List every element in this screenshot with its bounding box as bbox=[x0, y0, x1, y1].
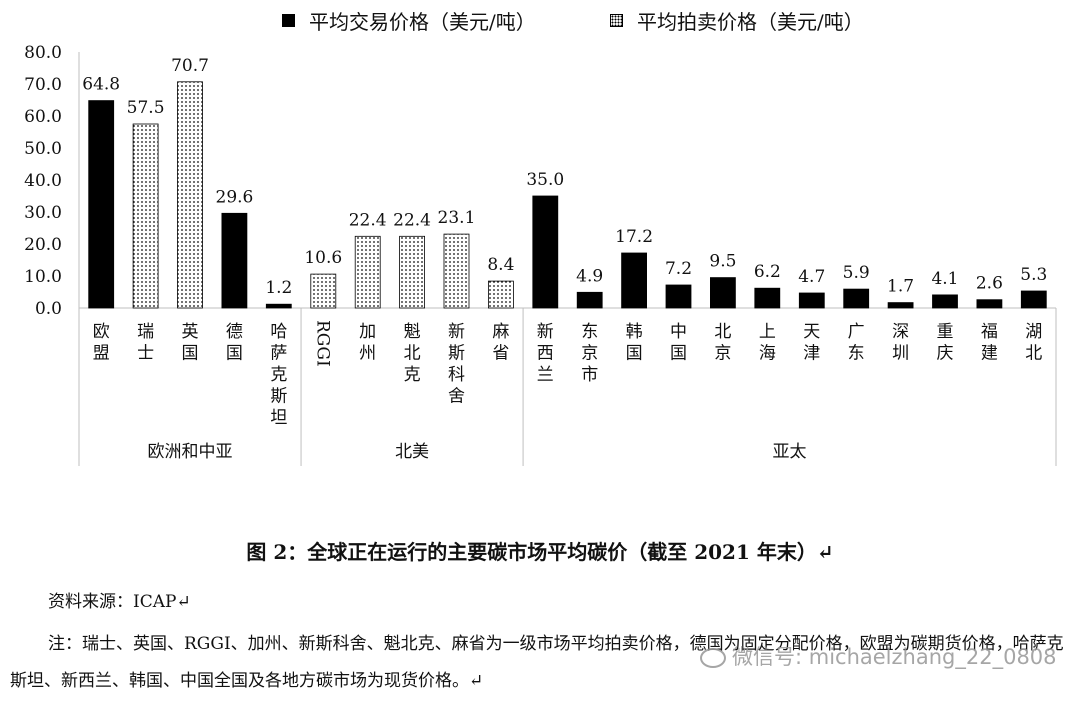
legend-item-trade: 平均交易价格（美元/吨） bbox=[282, 6, 536, 35]
bar-深圳 bbox=[887, 302, 914, 309]
x-group-label: 北美 bbox=[395, 442, 429, 462]
data-label: 2.6 bbox=[976, 274, 1003, 294]
wechat-watermark: 微信号: michaelzhang_22_0808 bbox=[700, 641, 1057, 671]
data-label: 23.1 bbox=[438, 208, 476, 228]
bar-麻省 bbox=[487, 280, 514, 309]
x-category-label: 魁北克 bbox=[404, 322, 421, 385]
data-label: 35.0 bbox=[526, 170, 564, 190]
x-category-label: 广东 bbox=[848, 322, 865, 364]
data-label: 22.4 bbox=[349, 210, 387, 230]
legend-label-auction: 平均拍卖价格（美元/吨） bbox=[637, 10, 864, 34]
y-tick-label: 80.0 bbox=[24, 43, 62, 63]
y-tick-label: 70.0 bbox=[24, 75, 62, 95]
y-tick-label: 0.0 bbox=[35, 299, 62, 319]
x-category-label: 英国 bbox=[182, 322, 199, 364]
y-tick-label: 30.0 bbox=[24, 203, 62, 223]
data-label: 22.4 bbox=[393, 210, 431, 230]
bar-上海 bbox=[754, 287, 781, 309]
legend-label-trade: 平均交易价格（美元/吨） bbox=[309, 10, 536, 34]
x-group-label: 欧洲和中亚 bbox=[148, 442, 233, 462]
y-tick-label: 20.0 bbox=[24, 235, 62, 255]
x-category-label: 中国 bbox=[670, 322, 687, 364]
x-category-label: 重庆 bbox=[936, 322, 953, 364]
bar-德国 bbox=[221, 212, 248, 309]
y-tick-label: 40.0 bbox=[24, 171, 62, 191]
bar-英国 bbox=[177, 81, 203, 309]
source-note: 资料来源：ICAP↵ bbox=[48, 592, 191, 612]
x-group-label: 亚太 bbox=[773, 442, 807, 462]
data-label: 7.2 bbox=[665, 259, 692, 279]
x-category-label: 哈萨克斯坦 bbox=[270, 322, 287, 428]
data-label: 9.5 bbox=[709, 252, 736, 272]
legend-swatch-dotted bbox=[610, 14, 623, 27]
data-label: 1.2 bbox=[265, 278, 292, 298]
wechat-icon bbox=[700, 648, 726, 668]
x-category-label: 东京市 bbox=[581, 322, 598, 385]
bar-湖北 bbox=[1020, 290, 1047, 309]
x-category-label: 加州 bbox=[359, 322, 376, 364]
chart-legend: 平均交易价格（美元/吨） 平均拍卖价格（美元/吨） bbox=[0, 6, 1080, 36]
data-label: 4.7 bbox=[798, 267, 825, 287]
x-category-label: 瑞士 bbox=[137, 322, 154, 364]
data-label: 64.8 bbox=[82, 75, 120, 95]
x-category-label: 上海 bbox=[759, 322, 776, 364]
bar-重庆 bbox=[932, 294, 958, 309]
bar-魁北克 bbox=[399, 235, 426, 309]
x-category-label: RGGI bbox=[312, 320, 332, 367]
bar-加州 bbox=[354, 235, 381, 309]
data-label: 5.3 bbox=[1020, 265, 1047, 285]
bar-新西兰 bbox=[532, 195, 559, 309]
x-category-label: 德国 bbox=[226, 322, 243, 364]
y-tick-label: 10.0 bbox=[24, 267, 62, 287]
watermark-text: 微信号: michaelzhang_22_0808 bbox=[732, 645, 1057, 669]
y-tick-label: 60.0 bbox=[24, 107, 62, 127]
x-category-label: 新西兰 bbox=[537, 322, 554, 385]
bar-欧盟 bbox=[88, 100, 115, 309]
x-category-label: 湖北 bbox=[1025, 322, 1042, 364]
bar-福建 bbox=[976, 299, 1003, 309]
bar-韩国 bbox=[621, 252, 647, 309]
bar-chart: 0.0 10.0 20.0 30.0 40.0 50.0 60.0 70.0 80.0 64.8… bbox=[24, 43, 1057, 466]
data-label: 10.6 bbox=[304, 248, 342, 268]
y-tick-label: 50.0 bbox=[24, 139, 62, 159]
data-label: 17.2 bbox=[615, 227, 653, 247]
figure-caption: 图 2：全球正在运行的主要碳市场平均碳价（截至 2021 年末）↵ bbox=[246, 540, 834, 564]
data-label: 57.5 bbox=[127, 98, 165, 118]
bar-新斯科舍 bbox=[443, 233, 470, 309]
x-category-label: 北京 bbox=[714, 322, 731, 364]
bar-天津 bbox=[798, 292, 825, 309]
data-label: 70.7 bbox=[171, 56, 209, 76]
x-category-label: 福建 bbox=[981, 322, 998, 364]
data-label: 4.1 bbox=[931, 269, 958, 289]
x-category-label: 天津 bbox=[803, 322, 820, 364]
bar-广东 bbox=[843, 288, 870, 309]
footnote: 注：瑞士、英国、RGGI、加州、新斯科舍、魁北克、麻省为一级市场平均拍卖价格，德… bbox=[10, 634, 1064, 691]
data-label: 4.9 bbox=[576, 266, 603, 286]
data-label: 29.6 bbox=[216, 187, 254, 207]
legend-item-auction: 平均拍卖价格（美元/吨） bbox=[610, 6, 864, 35]
bar-中国 bbox=[665, 284, 692, 309]
data-label: 6.2 bbox=[754, 262, 781, 282]
bar-瑞士 bbox=[132, 123, 159, 309]
x-category-label: 深圳 bbox=[892, 322, 909, 364]
x-category-label: 欧盟 bbox=[93, 322, 110, 364]
x-category-label: 新斯科舍 bbox=[448, 322, 465, 407]
bar-东京市 bbox=[576, 291, 603, 309]
x-category-label: 麻省 bbox=[492, 322, 509, 364]
legend-swatch-solid bbox=[282, 14, 295, 27]
x-category-label: 韩国 bbox=[626, 322, 643, 364]
bar-北京 bbox=[710, 277, 736, 309]
data-label: 1.7 bbox=[887, 277, 914, 297]
data-label: 5.9 bbox=[843, 263, 870, 283]
data-label: 8.4 bbox=[487, 255, 514, 275]
bar-哈萨克斯坦 bbox=[265, 303, 292, 309]
bar-RGGI bbox=[310, 273, 337, 309]
